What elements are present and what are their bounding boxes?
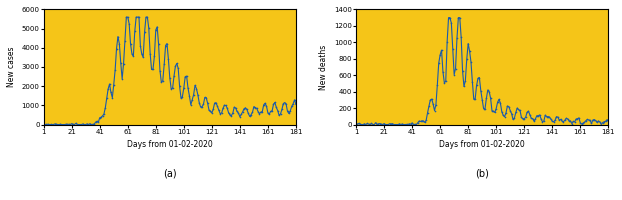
Y-axis label: New cases: New cases: [7, 47, 16, 87]
X-axis label: Days from 01-02-2020: Days from 01-02-2020: [127, 140, 213, 149]
X-axis label: Days from 01-02-2020: Days from 01-02-2020: [439, 140, 525, 149]
Text: (b): (b): [475, 168, 489, 178]
Y-axis label: New deaths: New deaths: [319, 44, 328, 90]
Text: (a): (a): [163, 168, 177, 178]
